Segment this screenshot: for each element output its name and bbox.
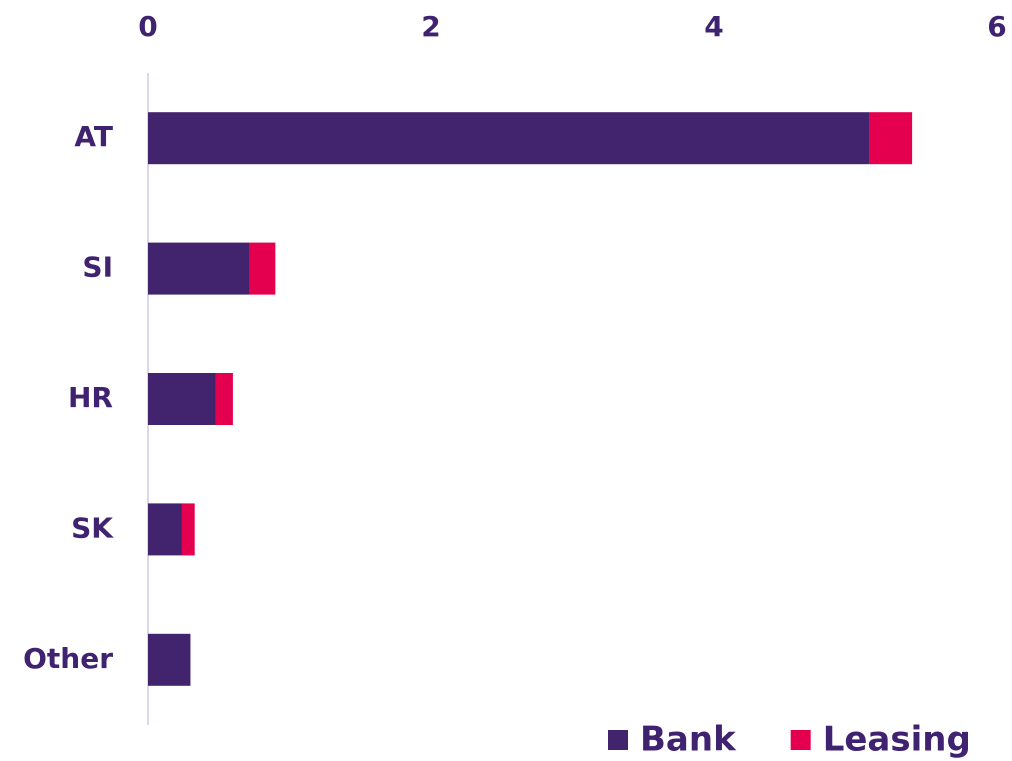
x-tick-label: 0 (138, 10, 157, 43)
y-tick-label: SK (71, 511, 114, 544)
legend-swatch (790, 730, 811, 750)
bar (249, 242, 276, 295)
bar (181, 503, 195, 556)
bar (148, 503, 182, 556)
y-tick-label: HR (68, 381, 113, 414)
legend-label: Bank (640, 720, 737, 760)
bar (148, 112, 870, 165)
bar (869, 112, 913, 165)
x-tick-label: 6 (987, 10, 1006, 43)
y-tick-label: Other (23, 642, 113, 675)
y-tick-label: SI (82, 251, 113, 284)
x-tick-label: 4 (704, 10, 723, 43)
bar (148, 373, 216, 425)
legend-swatch (608, 730, 628, 750)
y-tick-label: AT (74, 120, 113, 153)
legend-label: Leasing (823, 720, 971, 760)
bar (148, 242, 250, 295)
bar (148, 633, 191, 686)
bar (215, 373, 233, 425)
x-tick-label: 2 (421, 10, 440, 43)
